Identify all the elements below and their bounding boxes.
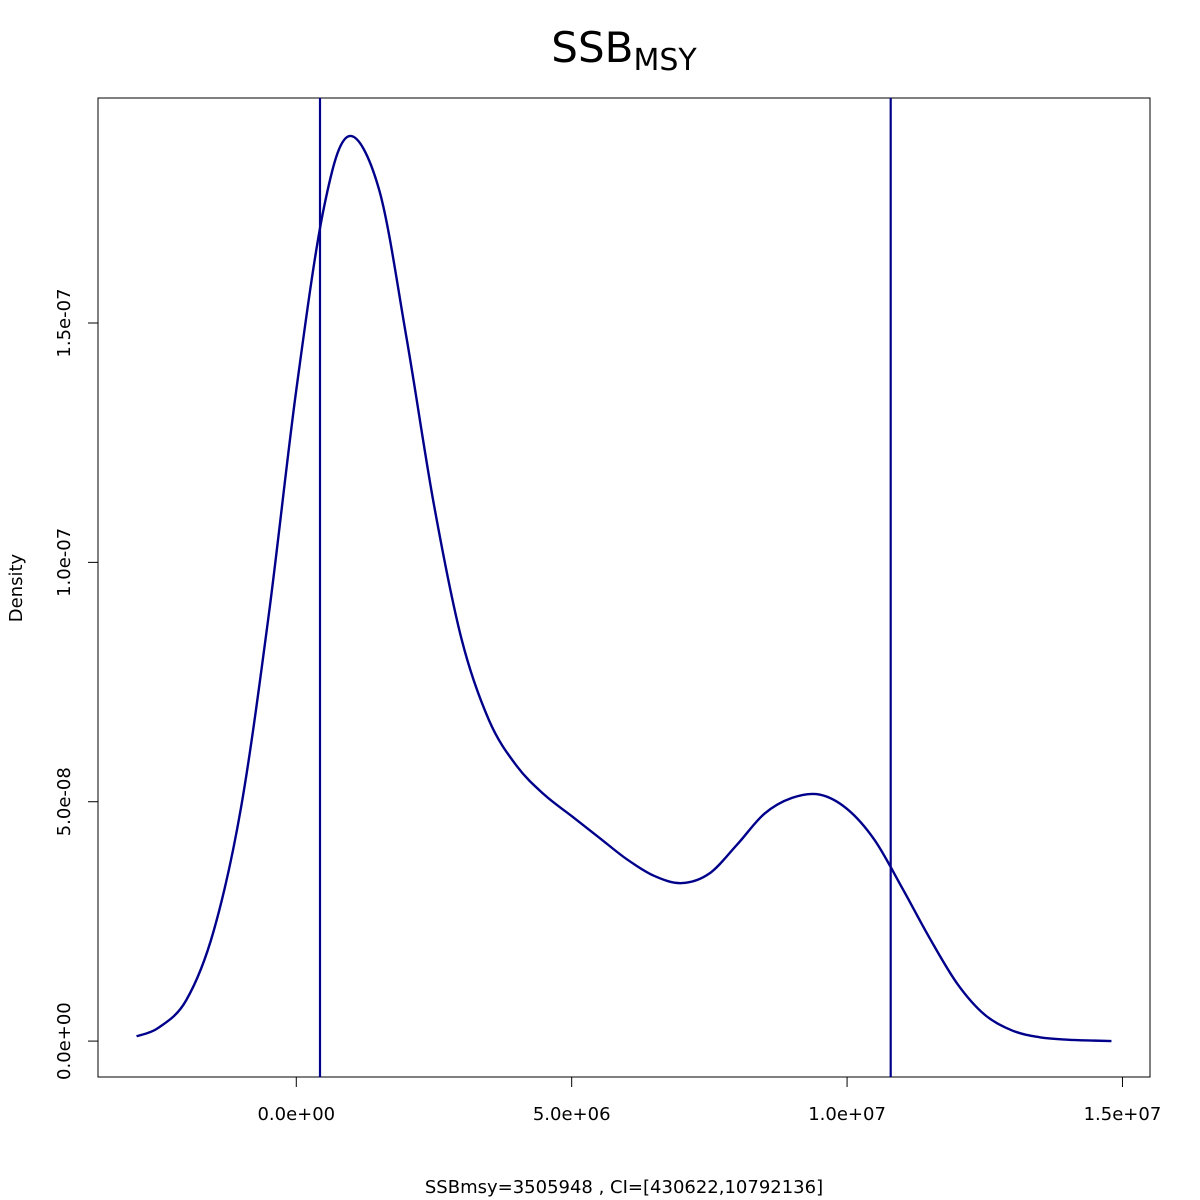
x-tick-label: 1.5e+07 xyxy=(1084,1104,1162,1125)
y-tick-label: 0.0e+00 xyxy=(54,1002,75,1080)
y-tick-label: 5.0e-08 xyxy=(54,767,75,836)
x-tick-label: 1.0e+07 xyxy=(808,1104,886,1125)
x-tick-label: 0.0e+00 xyxy=(257,1104,335,1125)
x-axis: 0.0e+00 5.0e+06 1.0e+07 1.5e+07 xyxy=(257,1076,1162,1125)
y-axis-title: Density xyxy=(6,553,27,622)
density-series xyxy=(136,134,1112,1043)
chart-title-subscript: MSY xyxy=(633,43,697,78)
plot-frame xyxy=(97,97,1151,1078)
y-axis: 0.0e+00 5.0e-08 1.0e-07 1.5e-07 xyxy=(54,288,99,1080)
x-tick-label: 5.0e+06 xyxy=(533,1104,611,1125)
y-tick-label: 1.5e-07 xyxy=(54,288,75,357)
ci-lines xyxy=(318,98,892,1077)
x-axis-title: SSBmsy=3505948 , CI=[430622,10792136] xyxy=(425,1177,823,1198)
y-tick-label: 1.0e-07 xyxy=(54,528,75,597)
chart-title-main: SSB xyxy=(551,23,633,72)
chart-title: SSBMSY xyxy=(551,23,697,78)
density-curve xyxy=(136,134,1112,1043)
